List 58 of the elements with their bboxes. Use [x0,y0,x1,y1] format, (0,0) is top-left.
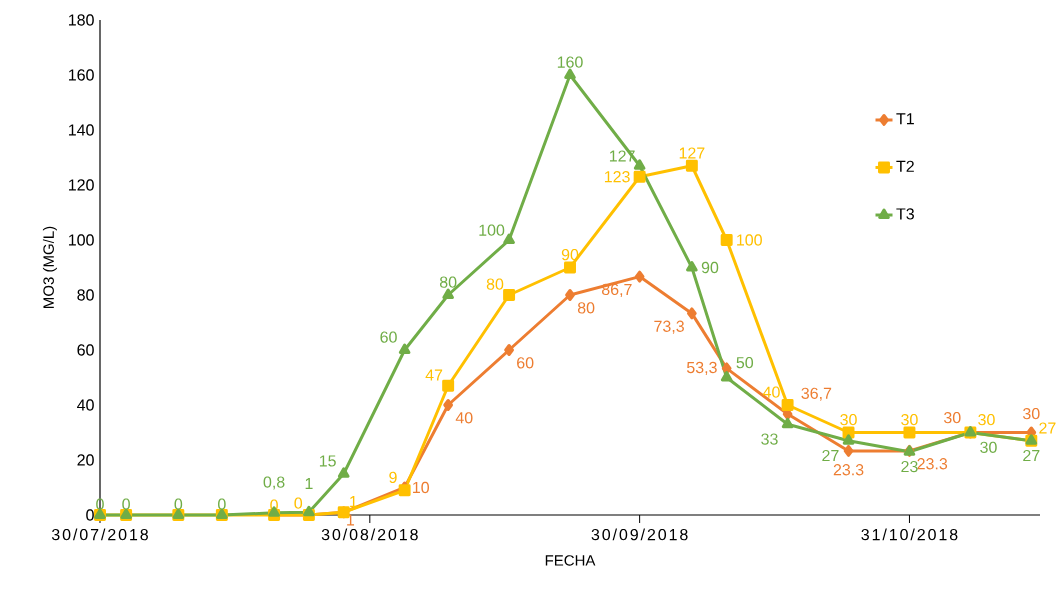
data-label: 127 [679,147,705,159]
data-label: 100 [479,224,505,236]
y-tick-label: 120 [68,179,94,191]
data-label: 27 [1023,449,1040,462]
y-tick-label: 160 [68,69,94,81]
y-tick-label: 80 [77,289,94,301]
legend-label: T1 [896,113,914,125]
data-label: 0,8 [263,476,285,490]
y-tick-label: 20 [77,454,94,466]
data-label: 15 [319,455,336,467]
data-label: 100 [737,234,762,246]
data-label: 90 [701,261,719,274]
data-label: 53,3 [686,361,717,376]
data-label: 50 [736,356,754,369]
data-label: 0 [294,497,303,509]
legend-label: T3 [896,208,914,220]
x-tick-label: 31/10/2018 [861,528,958,541]
x-tick-label: 30/08/2018 [321,528,418,541]
data-label: 30 [980,441,997,454]
data-label: 27 [1039,422,1056,434]
y-tick-label: 180 [68,14,94,26]
data-label: 30 [901,413,918,426]
data-label: 33 [761,433,778,445]
data-label: 23 [901,460,918,473]
data-label: 0 [122,498,130,510]
data-label: 1 [350,496,358,508]
y-tick-label: 40 [77,399,94,411]
x-axis-title: FECHA [545,555,596,566]
data-label: 73,3 [654,320,684,334]
data-label: 30 [1023,407,1040,420]
y-tick-label: 100 [68,234,94,246]
y-tick-label: 140 [68,124,94,136]
y-axis-title: MO3 (MG/L) [42,226,57,308]
y-tick-label: 0 [86,509,94,521]
x-tick-label: 30/07/2018 [51,528,148,541]
data-label: 47 [425,369,443,381]
data-label: 60 [380,331,397,343]
data-label: 40 [762,386,780,398]
data-label: 9 [389,471,397,484]
data-label: 160 [557,56,583,68]
legend-label: T2 [896,160,914,172]
x-tick-label: 30/09/2018 [591,528,688,541]
data-label: 27 [822,449,839,462]
data-label: 1 [305,478,313,490]
data-label: 10 [413,481,430,494]
data-label: 23.3 [917,458,948,470]
data-label: 123 [604,171,630,183]
data-label: 30 [840,413,857,426]
data-label: 30 [978,413,995,426]
data-label: 80 [486,278,504,290]
y-tick-label: 60 [77,344,94,356]
data-label: 40 [455,412,473,424]
data-label: 80 [439,276,457,288]
data-label: 60 [517,357,534,369]
data-label: 23.3 [833,464,864,476]
data-label: 36,7 [801,387,832,401]
data-label: 30 [943,411,961,424]
data-label: 80 [577,302,595,314]
